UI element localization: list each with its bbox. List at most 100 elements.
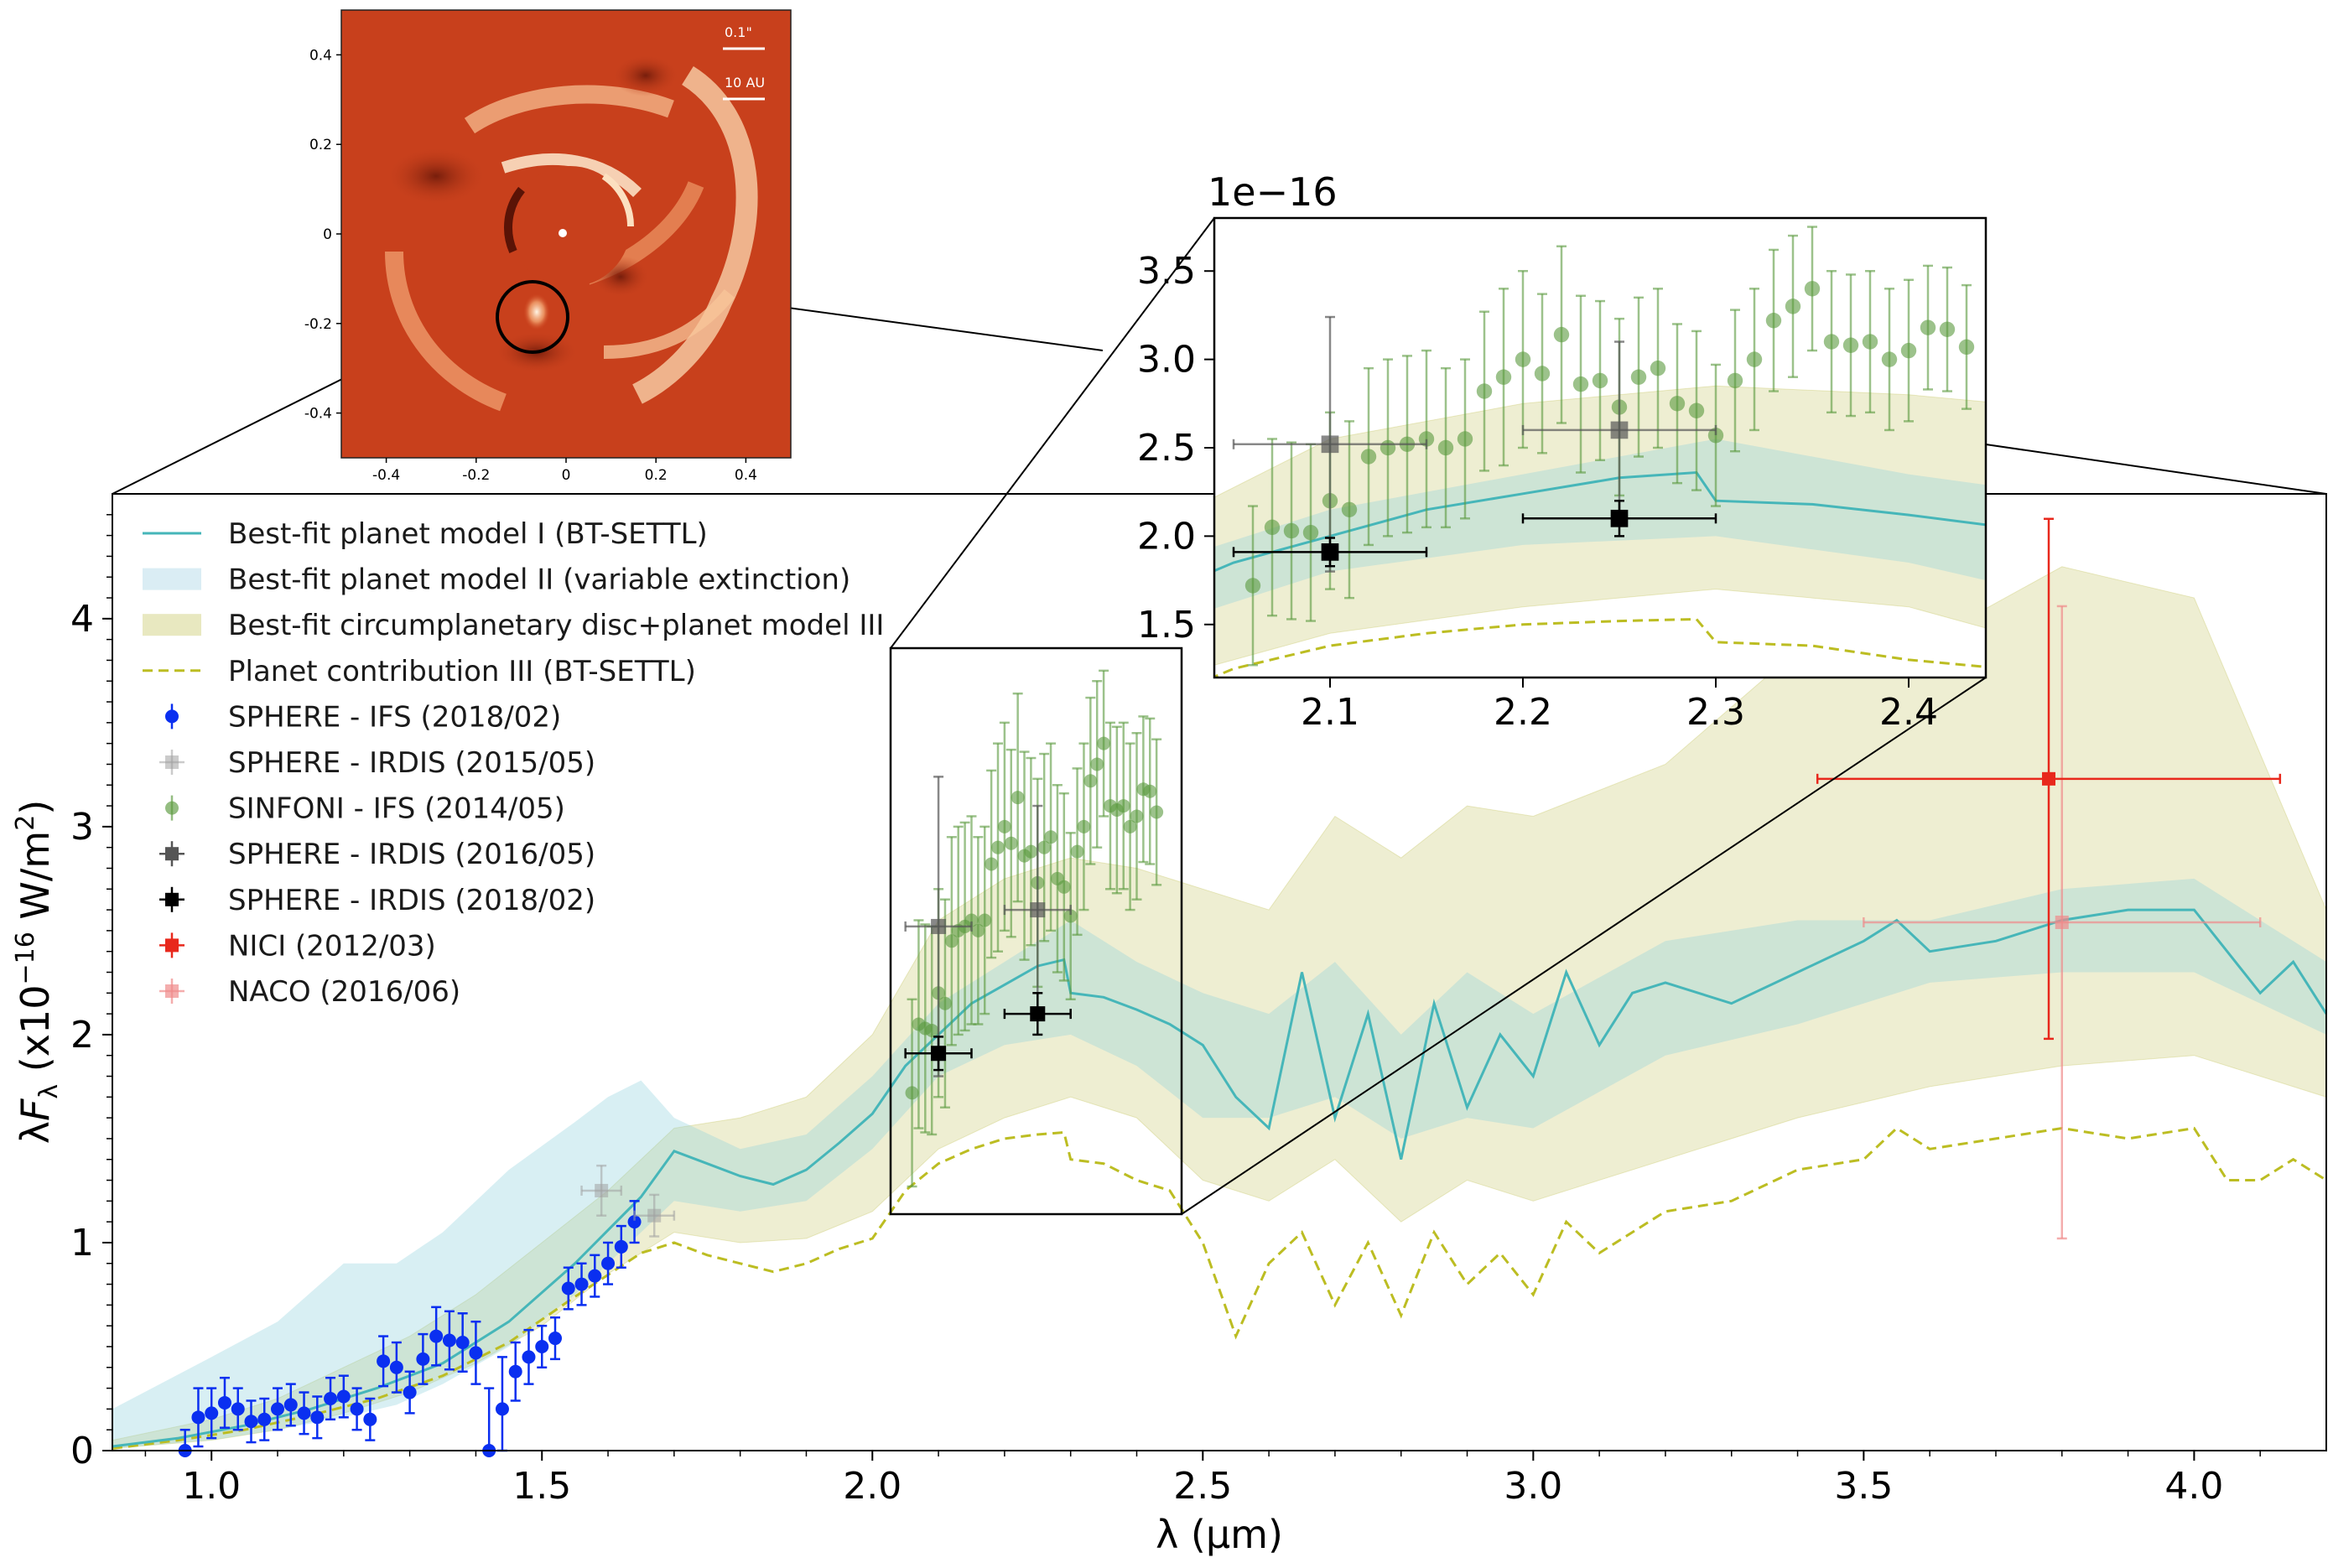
zoom-sinfoni-ifs-2014-05--point (1553, 326, 1570, 343)
main-sphere-ifs-2018-02--point (350, 1402, 364, 1416)
zoom-sinfoni-ifs-2014-05--point (1437, 439, 1454, 456)
main-sphere-ifs-2018-02--point (205, 1406, 219, 1420)
main-sinfoni-ifs-2014-05--point (1063, 909, 1078, 923)
main-sinfoni-ifs-2014-05--point (1011, 791, 1025, 805)
main-x-tick-label: 2.0 (843, 1465, 902, 1508)
zoom-sinfoni-ifs-2014-05--point (1283, 522, 1300, 539)
main-sphere-irdis-2016-05--point (931, 918, 947, 934)
main-band-model-III (112, 566, 2326, 1450)
main-sphere-ifs-2018-02--point (416, 1352, 430, 1366)
main-sinfoni-ifs-2014-05--point (1070, 844, 1084, 859)
zoom-points (127, 226, 1975, 818)
zoom-content (127, 226, 1986, 818)
main-sinfoni-ifs-2014-05--point (1037, 840, 1052, 854)
zoom-sinfoni-ifs-2014-05--point (1630, 369, 1647, 385)
main-sphere-ifs-2018-02--point (283, 1398, 298, 1412)
legend-naco-2016-06--label: NACO (2016/06) (228, 975, 460, 1009)
main-sinfoni-ifs-2014-05--point (1130, 809, 1144, 823)
main-line-planet-contribution-III (112, 1126, 2326, 1450)
zoom-sinfoni-ifs-2014-05--point (1900, 342, 1917, 359)
zoom-sinfoni-ifs-2014-05--point (1592, 372, 1608, 389)
zoom-x-tick-label: 2.4 (1879, 691, 1938, 734)
zoom-sphere-irdis-2016-05--point (1610, 421, 1629, 439)
image-x-tick-label: 0.2 (645, 467, 668, 484)
main-sphere-ifs-2018-02--point (310, 1410, 325, 1425)
main-sinfoni-ifs-2014-05--point (1090, 757, 1104, 771)
main-y-tick-label: 0 (70, 1430, 94, 1472)
main-sinfoni-ifs-2014-05--point (985, 857, 999, 871)
main-sinfoni-ifs-2014-05--point (1143, 784, 1157, 798)
zoom-connector-right (1181, 677, 1987, 1215)
main-sphere-irdis-2015-05--point (595, 1183, 609, 1197)
main-nici-2012-03--point (2042, 771, 2056, 786)
zoom-sinfoni-ifs-2014-05--point (1785, 299, 1801, 314)
legend-sphere-irdis-2016-05--swatch (165, 847, 179, 861)
main-y-tick-label: 2 (70, 1014, 94, 1057)
main-sphere-ifs-2018-02--point (377, 1354, 391, 1368)
main-bands (112, 566, 2326, 1450)
main-y-tick-label: 3 (70, 806, 94, 849)
zoom-clip-group (127, 226, 1986, 818)
main-sphere-ifs-2018-02--point (614, 1239, 628, 1254)
main-sphere-ifs-2018-02--point (601, 1256, 616, 1270)
legend-sinfoni-ifs-2014-05--swatch (165, 801, 179, 815)
legend-sphere-irdis-2018-02--swatch (165, 892, 179, 906)
main-sphere-ifs-2018-02--point (627, 1215, 642, 1229)
image-x-tick-label: 0 (562, 467, 571, 484)
main-sphere-ifs-2018-02--point (522, 1350, 536, 1364)
zoom-x-tick-label: 2.3 (1686, 691, 1745, 734)
main-lines (112, 908, 2326, 1450)
zoom-y-tick-label: 2.5 (1137, 427, 1196, 470)
legend: Best-fit planet model I (BT-SETTL) Best-f… (143, 517, 884, 1009)
zoom-region-box (889, 646, 1183, 1216)
main-x-tick-label: 1.5 (512, 1465, 571, 1508)
image-x-tick-label: -0.4 (372, 467, 400, 484)
zoom-y-tick-label: 3.0 (1137, 339, 1196, 382)
zoom-y-tick-label: 1.5 (1137, 604, 1196, 646)
main-sphere-ifs-2018-02--point (508, 1364, 522, 1378)
zoom-sinfoni-ifs-2014-05--point (1244, 578, 1261, 594)
main-sinfoni-ifs-2014-05--point (997, 819, 1011, 833)
main-sinfoni-ifs-2014-05--point (1004, 836, 1018, 850)
main-sphere-ifs-2018-02--point (469, 1346, 483, 1360)
zoom-sphere-ifs-2018-02--point (204, 787, 219, 802)
main-band-model-II (112, 878, 2326, 1449)
zoom-sinfoni-ifs-2014-05--point (1920, 319, 1936, 335)
main-sphere-irdis-2016-05--point (1030, 902, 1046, 918)
main-sphere-ifs-2018-02--point (429, 1329, 444, 1343)
main-sphere-ifs-2018-02--point (495, 1402, 509, 1416)
main-sinfoni-ifs-2014-05--point (938, 996, 952, 1010)
main-sphere-ifs-2018-02--point (403, 1385, 417, 1399)
zoom-sinfoni-ifs-2014-05--point (1688, 402, 1705, 418)
main-sphere-ifs-2018-02--point (561, 1281, 575, 1295)
main-sinfoni-ifs-2014-05--point (1083, 774, 1098, 788)
scalebar-label-10AU: 10 AU (725, 75, 765, 91)
main-x-axis-label: λ (μm) (1156, 1512, 1283, 1557)
zoom-y-tick-label: 3.5 (1137, 250, 1196, 293)
main-sphere-ifs-2018-02--point (217, 1395, 231, 1410)
scalebar-label-0.1arcsec: 0.1" (725, 24, 752, 40)
main-sinfoni-ifs-2014-05--point (964, 913, 979, 927)
main-sphere-ifs-2018-02--point (271, 1402, 285, 1416)
main-line-model-I (112, 908, 2326, 1448)
zoom-sinfoni-ifs-2014-05--point (1823, 334, 1840, 350)
legend-nici-2012-03--swatch (165, 938, 179, 953)
zoom-sinfoni-ifs-2014-05--point (1650, 360, 1666, 376)
main-sphere-ifs-2018-02--point (297, 1406, 311, 1420)
zoom-sphere-ifs-2018-02--point (127, 802, 142, 818)
zoom-sinfoni-ifs-2014-05--point (1418, 431, 1435, 447)
zoom-sinfoni-ifs-2014-05--point (1939, 321, 1956, 337)
legend-planet-contribution-iii-bt-settl--label: Planet contribution III (BT-SETTL) (228, 655, 696, 688)
legend-sphere-irdis-2018-02--label: SPHERE - IRDIS (2018/02) (228, 884, 595, 917)
legend-sphere-ifs-2018-02--swatch (165, 709, 179, 724)
zoom-sinfoni-ifs-2014-05--point (1881, 351, 1898, 367)
image-y-tick-label: 0 (323, 226, 332, 243)
main-sinfoni-ifs-2014-05--point (1077, 819, 1091, 833)
zoom-sinfoni-ifs-2014-05--point (1707, 428, 1724, 444)
zoom-x-tick-label: 2.1 (1301, 691, 1359, 734)
zoom-sphere-irdis-2016-05--point (1321, 435, 1339, 454)
legend-best-fit-circumplanetary-disc-planet-model-iii-label: Best-fit circumplanetary disc+planet mod… (228, 609, 884, 642)
main-sphere-ifs-2018-02--point (574, 1277, 589, 1291)
main-sphere-irdis-2018-02--point (931, 1046, 947, 1062)
main-sphere-ifs-2018-02--point (324, 1391, 338, 1405)
